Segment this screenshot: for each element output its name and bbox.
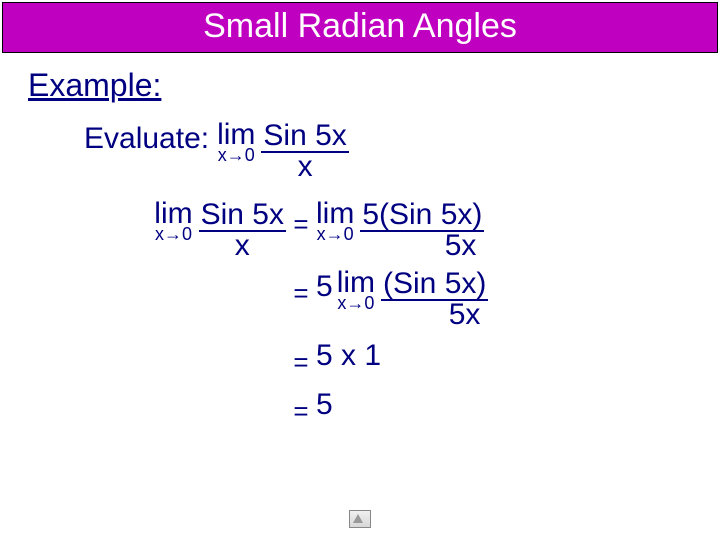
rhs-expression: 5 x 1 [316, 339, 381, 373]
equals-sign: = [286, 270, 316, 309]
lim-text: lim [154, 201, 192, 227]
slide-title: Small Radian Angles [2, 2, 718, 53]
denominator: 5x [449, 301, 489, 330]
lim-text: lim [337, 270, 375, 296]
limit-block: lim x→0 [154, 201, 192, 242]
home-icon[interactable] [349, 510, 371, 528]
lim-approach: x→0 [155, 227, 192, 242]
fraction: Sin 5x x [261, 122, 348, 181]
evaluate-expression: Evaluate: lim x→0 Sin 5x x [84, 122, 692, 181]
equals-sign: = [286, 201, 316, 240]
limit-block: lim x→0 [337, 270, 375, 311]
denominator: 5x [445, 232, 485, 261]
equals-sign: = [286, 388, 316, 427]
step-2: = 5 lim x→0 (Sin 5x) 5x [86, 270, 692, 329]
rhs-expression: 5 [316, 388, 333, 422]
numerator: (Sin 5x) [381, 270, 488, 301]
numerator: Sin 5x [199, 201, 286, 232]
step-4: = 5 [86, 388, 692, 427]
numerator: Sin 5x [261, 122, 348, 153]
equals-sign: = [286, 339, 316, 378]
fraction: (Sin 5x) 5x [381, 270, 488, 329]
lim-approach: x→0 [337, 296, 374, 311]
lim-approach: x→0 [317, 227, 354, 242]
example-heading: Example: [28, 67, 692, 104]
lim-text: lim [217, 122, 255, 148]
denominator: x [298, 153, 313, 182]
limit-block: lim x→0 [316, 201, 354, 242]
limit-block: lim x→0 [217, 122, 255, 163]
step-3: = 5 x 1 [86, 339, 692, 378]
coefficient: 5 [316, 270, 333, 304]
numerator: 5(Sin 5x) [360, 201, 484, 232]
derivation-steps: lim x→0 Sin 5x x = lim x→0 5(Sin 5x) 5x [86, 201, 692, 427]
denominator: x [235, 232, 250, 261]
lim-approach: x→0 [218, 148, 255, 163]
step-1: lim x→0 Sin 5x x = lim x→0 5(Sin 5x) 5x [86, 201, 692, 260]
fraction: 5(Sin 5x) 5x [360, 201, 484, 260]
slide-body: Example: Evaluate: lim x→0 Sin 5x x lim … [0, 53, 720, 451]
evaluate-label: Evaluate: [84, 122, 209, 156]
lim-text: lim [316, 201, 354, 227]
fraction: Sin 5x x [199, 201, 286, 260]
